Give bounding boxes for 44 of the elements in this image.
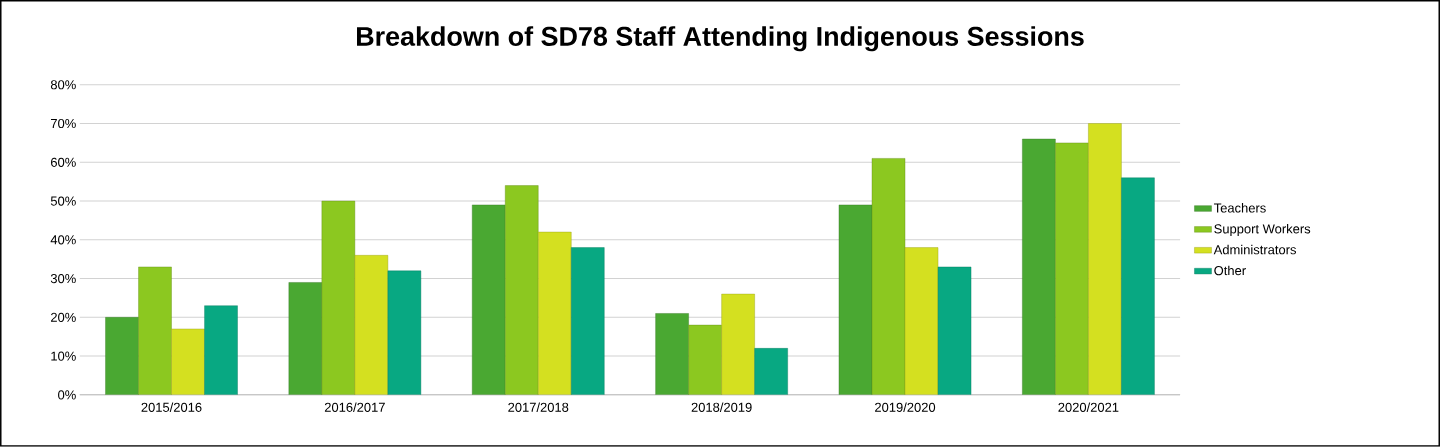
bar (105, 317, 139, 396)
y-tick-label: 10% (51, 351, 76, 361)
legend-label: Support Workers (1214, 224, 1311, 237)
bar (288, 282, 323, 396)
bar (472, 204, 506, 396)
bar (754, 348, 788, 396)
bar (138, 266, 172, 396)
bar (655, 313, 689, 396)
bar (204, 305, 238, 396)
legend-label: Teachers (1213, 203, 1266, 213)
y-tick-label: 50% (50, 196, 76, 206)
y-tick-label: 30% (50, 274, 76, 284)
bar (721, 294, 755, 396)
x-tick-label: 2018/2019 (691, 402, 752, 413)
bar (838, 204, 873, 396)
y-tick-label: 0% (58, 390, 76, 400)
y-tick-label: 70% (51, 119, 76, 129)
x-tick-label: 2017/2018 (508, 402, 569, 413)
y-tick-label: 80% (50, 80, 76, 90)
bar (171, 328, 205, 396)
bar (321, 201, 356, 396)
bar (1121, 177, 1155, 396)
chart-title: Breakdown of SD78 Staff Attending Indigenous Sessions (357, 26, 1084, 52)
y-tick-label: 60% (51, 157, 76, 168)
bar (937, 266, 972, 396)
bar (1055, 142, 1089, 396)
y-tick-label: 40% (50, 235, 76, 245)
bar (505, 185, 539, 396)
x-tick-label: 2015/2016 (141, 402, 202, 413)
bar (904, 247, 939, 396)
x-tick-label: 2020/2021 (1058, 402, 1119, 413)
bar (1022, 139, 1056, 396)
x-tick-label: 2019/2020 (875, 402, 936, 413)
bar (871, 158, 906, 396)
legend-label: Other (1214, 265, 1246, 276)
legend-label: Administrators (1213, 244, 1297, 255)
x-tick-label: 2016/2017 (324, 402, 385, 413)
bar (1088, 123, 1122, 396)
bar (571, 247, 605, 396)
bar (538, 232, 572, 396)
bar (354, 255, 389, 396)
y-tick-label: 20% (51, 312, 76, 323)
bar (387, 270, 422, 396)
bar (688, 325, 722, 396)
